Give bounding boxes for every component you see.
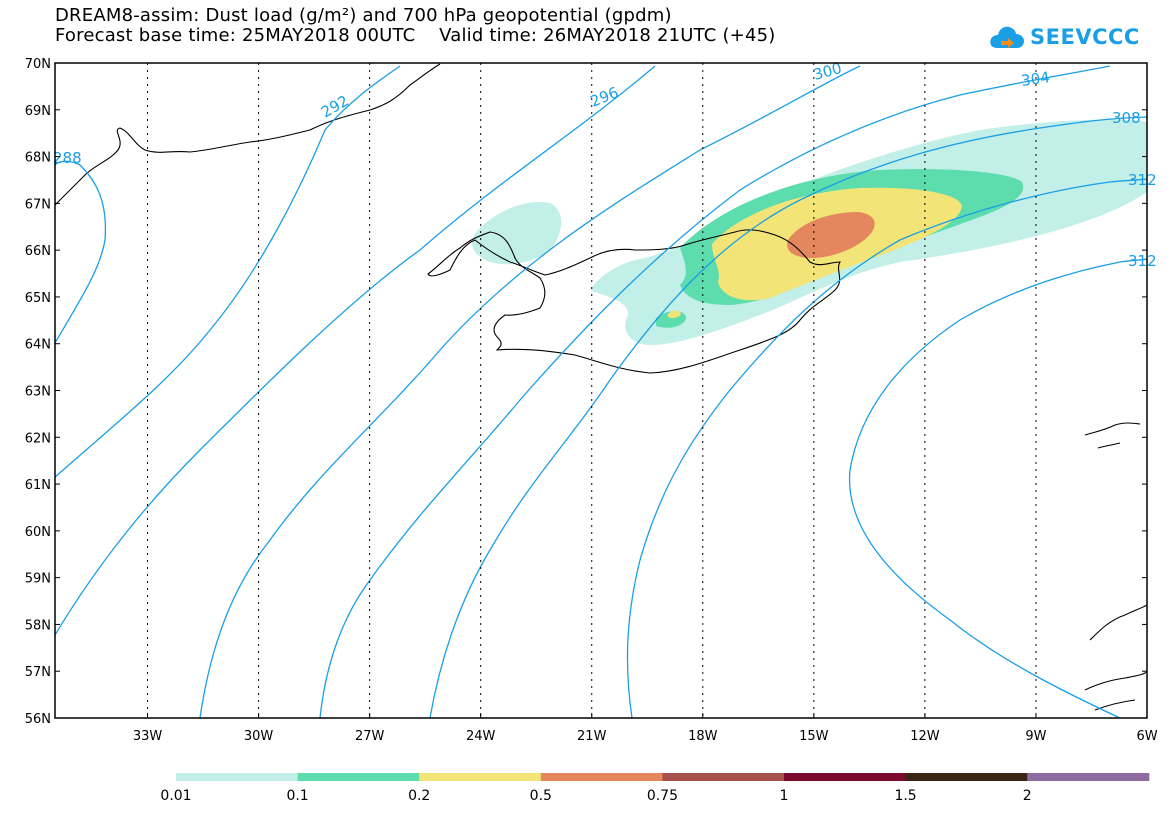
contour-label: 296: [588, 83, 621, 110]
lon-label: 6W: [1136, 729, 1157, 744]
contour-label: 288: [53, 149, 82, 167]
lat-label: 60N: [25, 525, 51, 540]
contour-292: [54, 65, 401, 478]
colorbar-label: 0.2: [408, 788, 430, 804]
lat-label: 61N: [25, 478, 51, 493]
iceland-coast: [427, 229, 841, 374]
cloud-arrow-icon: [990, 26, 1024, 48]
faroe-coast: [1084, 422, 1141, 449]
colorbar-label: 0.75: [647, 788, 678, 804]
lat-label: 63N: [25, 385, 51, 400]
colorbar-swatch: [297, 773, 420, 781]
contour-312b: [848, 258, 1148, 719]
lat-label: 58N: [25, 618, 51, 633]
colorbar-label: 1.5: [894, 788, 916, 804]
colorbar-swatch: [1027, 773, 1150, 781]
lat-label: 66N: [25, 244, 51, 259]
contour-308: [429, 116, 1148, 719]
lat-label: 59N: [25, 572, 51, 587]
lon-label: 18W: [688, 729, 718, 744]
axes: 70N 69N 68N 67N 66N 65N 64N 63N 62N 61N 60N 59N 58N 5…: [25, 57, 1158, 744]
lat-label: 70N: [25, 57, 51, 72]
lon-label: 30W: [244, 729, 274, 744]
contour-296: [54, 65, 656, 636]
lon-label: 21W: [577, 729, 607, 744]
colorbar-label: 2: [1023, 788, 1032, 804]
map-title: DREAM8-assim: Dust load (g/m²) and 700 h…: [55, 5, 672, 26]
colorbar-label: 0.1: [286, 788, 308, 804]
scotland-coast: [1084, 604, 1148, 711]
contour-label: 312: [1128, 171, 1157, 189]
contour-288: [54, 160, 107, 344]
dust-load-shading: [472, 119, 1147, 345]
contour-label: 312: [1128, 252, 1157, 270]
dust-shade-0.2-spot: [668, 310, 681, 318]
lon-label: 33W: [133, 729, 163, 744]
lon-label: 9W: [1025, 729, 1046, 744]
greenland-coast: [54, 63, 441, 206]
colorbar-swatch: [176, 773, 299, 781]
lon-label: 12W: [910, 729, 940, 744]
contour-label: 292: [318, 92, 352, 122]
lat-label: 67N: [25, 197, 51, 212]
colorbar-swatch: [784, 773, 907, 781]
contour-312a: [626, 178, 1148, 719]
lon-label: 27W: [355, 729, 385, 744]
lon-label: 15W: [799, 729, 829, 744]
seevccc-logo: SEEVCCC: [988, 20, 1140, 54]
contour-304: [319, 65, 1111, 719]
colorbar-swatch: [419, 773, 542, 781]
colorbar-label: 1: [780, 788, 789, 804]
dust-shade-0.5: [787, 212, 875, 258]
logo-text: SEEVCCC: [1030, 25, 1140, 49]
contour-label: 308: [1112, 109, 1141, 127]
colorbar-swatch: [662, 773, 785, 781]
map-subtitle: Forecast base time: 25MAY2018 00UTC Vali…: [55, 25, 776, 46]
colorbar-swatch: [540, 773, 663, 781]
dust-shade-0.01-west: [472, 201, 562, 265]
lat-label: 62N: [25, 431, 51, 446]
geopotential-contours: [54, 65, 1148, 719]
coastlines: [54, 63, 1148, 711]
colorbar-swatch: [905, 773, 1028, 781]
colorbar: 0.01 0.1 0.2 0.5 0.75 1 1.5 2: [160, 773, 1150, 804]
contour-300: [199, 65, 861, 719]
lat-label: 64N: [25, 338, 51, 353]
contour-label: 304: [1020, 68, 1051, 90]
colorbar-label: 0.01: [160, 788, 191, 804]
lon-label: 24W: [466, 729, 496, 744]
lat-label: 69N: [25, 104, 51, 119]
colorbar-label: 0.5: [530, 788, 552, 804]
lat-label: 68N: [25, 151, 51, 166]
lat-label: 56N: [25, 712, 51, 727]
lat-label: 65N: [25, 291, 51, 306]
lat-label: 57N: [25, 665, 51, 680]
